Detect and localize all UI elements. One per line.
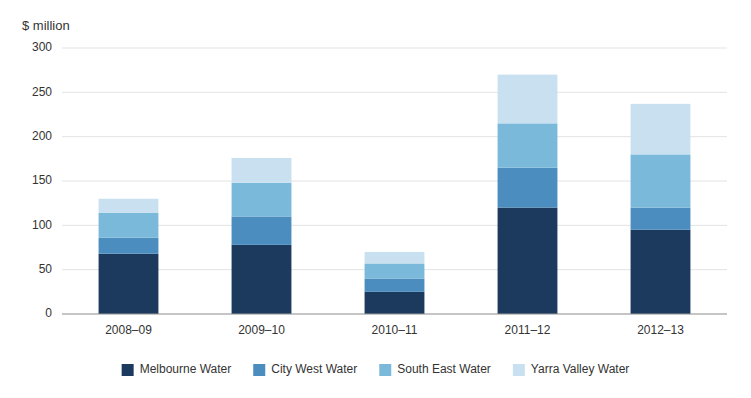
grid-line — [62, 181, 727, 182]
x-tick-label: 2008–09 — [105, 323, 152, 337]
grid-line — [62, 314, 727, 315]
legend-swatch — [253, 364, 265, 376]
y-tick-label: 50 — [39, 262, 53, 276]
grid-line — [62, 136, 727, 137]
bar-segment — [631, 230, 691, 314]
legend-item: South East Water — [379, 362, 491, 376]
legend-item: Yarra Valley Water — [513, 362, 629, 376]
y-tick-label: 0 — [45, 306, 52, 320]
bar-segment — [365, 279, 425, 292]
grid-line — [62, 225, 727, 226]
bar-segment — [365, 263, 425, 278]
x-tick-label: 2012–13 — [637, 323, 684, 337]
x-tick-label: 2011–12 — [505, 323, 551, 337]
bar-segment — [365, 252, 425, 264]
bar-segment — [232, 158, 292, 183]
bar-segment — [498, 208, 558, 314]
x-tick-label: 2009–10 — [238, 323, 285, 337]
bar-segment — [99, 213, 159, 238]
legend-item: Melbourne Water — [122, 362, 232, 376]
y-tick-label: 200 — [32, 129, 52, 143]
y-tick-label: 100 — [32, 218, 52, 232]
bar-segment — [232, 216, 292, 244]
legend-swatch — [513, 364, 525, 376]
legend-swatch — [379, 364, 391, 376]
bar-segment — [99, 254, 159, 314]
bar-segment — [498, 123, 558, 167]
legend-label: South East Water — [397, 362, 491, 376]
grid-line — [62, 92, 727, 93]
bar-segment — [232, 183, 292, 217]
legend-item: City West Water — [253, 362, 357, 376]
bar-segment — [498, 75, 558, 124]
legend-label: Yarra Valley Water — [531, 362, 629, 376]
y-tick-label: 300 — [32, 40, 52, 54]
bar-segment — [365, 292, 425, 314]
y-tick-label: 250 — [32, 85, 52, 99]
x-tick-label: 2010–11 — [372, 323, 418, 337]
bar-segment — [232, 245, 292, 314]
legend-swatch — [122, 364, 134, 376]
y-axis-label: $ million — [22, 18, 70, 33]
chart-svg: 0 50 100 150 200 250 300 $ million 2008–09 2009–1… — [0, 0, 751, 398]
x-axis-line — [62, 314, 727, 315]
legend-label: City West Water — [271, 362, 357, 376]
grid — [62, 48, 727, 314]
legend-label: Melbourne Water — [140, 362, 232, 376]
bar-segment — [631, 154, 691, 207]
legend: Melbourne Water City West Water South East… — [122, 362, 630, 376]
bar-segment — [99, 199, 159, 213]
y-tick-label: 150 — [32, 173, 52, 187]
bars — [99, 75, 691, 314]
bar-segment — [498, 168, 558, 208]
bar-segment — [631, 208, 691, 230]
chart-container: 0 50 100 150 200 250 300 $ million 2008–09 2009–1… — [0, 0, 751, 398]
bar-segment — [99, 238, 159, 254]
bar-segment — [631, 104, 691, 155]
grid-line — [62, 48, 727, 49]
